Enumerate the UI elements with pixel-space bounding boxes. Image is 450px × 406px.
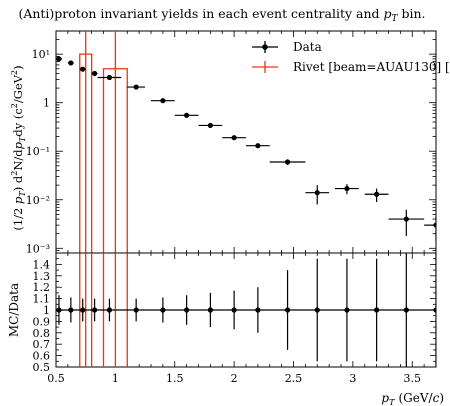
ratio-data-point	[284, 307, 291, 313]
data-point	[68, 60, 74, 66]
ratio-y-tick-label: 1	[43, 304, 50, 317]
main-plot-area	[56, 31, 436, 253]
ratio-y-tick-label: 0.8	[33, 327, 51, 340]
ratio-y-tick-label: 0.5	[33, 361, 51, 374]
x-tick-label: 3	[349, 372, 356, 385]
data-point	[184, 112, 190, 118]
legend-item-data: Data	[252, 40, 322, 54]
data-point	[403, 216, 409, 222]
x-tick-label: 2	[231, 372, 238, 385]
main-panel: 10¹ 1 10⁻¹ 10⁻² 10⁻³	[26, 30, 437, 255]
x-tick-label: 1.5	[166, 372, 184, 385]
ratio-data-point	[106, 307, 113, 313]
ratio-y-axis-label: MC/Data	[7, 283, 21, 337]
y-tick-label: 10⁻¹	[26, 145, 50, 158]
x-tick-label: 2.5	[285, 372, 303, 385]
ratio-data-point	[433, 307, 436, 313]
ratio-y-tick-label: 1.3	[33, 270, 51, 283]
x-tick-label: 1	[112, 372, 119, 385]
ratio-data-point	[403, 307, 409, 313]
ratio-data-point	[314, 307, 320, 313]
ratio-data-point	[91, 307, 98, 313]
data-point	[106, 74, 113, 81]
ratio-y-tick-label: 1.2	[33, 281, 51, 294]
ratio-data-point	[231, 307, 237, 313]
ratio-data-point	[56, 307, 62, 313]
y-tick-label: 10¹	[32, 48, 50, 61]
data-point	[56, 56, 62, 62]
data-point	[284, 159, 291, 165]
ratio-data-point	[207, 307, 213, 313]
ratio-data-point	[133, 307, 139, 313]
legend-item-rivet: Rivet [beam=AUAU130] [c	[252, 60, 450, 74]
ratio-y-tick-label: 0.7	[33, 338, 51, 351]
x-axis-label: pT (GeV/c)	[381, 391, 444, 406]
data-point	[433, 222, 436, 228]
ratio-data-point	[184, 307, 190, 313]
ratio-y-tick-label: 1.1	[33, 293, 51, 306]
y-tick-label: 1	[43, 97, 50, 110]
data-point	[80, 66, 86, 72]
rivet-ratio-bar	[79, 253, 93, 367]
chart-title: (Anti)proton invariant yields in each ev…	[18, 6, 425, 24]
x-tick-label: 3.5	[404, 372, 422, 385]
legend: Data Rivet [beam=AUAU130] [c	[252, 40, 450, 74]
data-point	[255, 143, 261, 149]
ratio-data-point	[374, 307, 380, 313]
ratio-plot-area	[56, 253, 436, 367]
ratio-data-point	[160, 307, 166, 313]
ratio-y-tick-label: 1.4	[33, 258, 51, 271]
data-point	[207, 122, 213, 129]
main-y-axis-label: (1/2 pT) d2N/dpTdy (c2/GeV2)	[10, 65, 27, 230]
ratio-y-tick-label: 0.9	[33, 315, 51, 328]
data-point	[374, 191, 380, 197]
data-point	[133, 84, 139, 90]
data-point	[231, 135, 237, 141]
ratio-data-point	[68, 307, 74, 313]
ratio-data-point	[80, 307, 86, 313]
x-tick-label: 0.5	[47, 372, 65, 385]
data-point	[314, 190, 320, 196]
ratio-data-point	[344, 307, 350, 313]
legend-label-rivet: Rivet [beam=AUAU130] [c	[293, 60, 450, 74]
data-point	[160, 98, 166, 104]
rivet-ratio-bar	[102, 253, 128, 367]
y-tick-label: 10⁻³	[26, 242, 50, 255]
data-point	[344, 185, 350, 192]
ratio-y-tick-label: 0.6	[33, 350, 51, 363]
ratio-data-point	[255, 307, 261, 313]
legend-label-data: Data	[293, 40, 322, 54]
data-point	[91, 70, 98, 77]
y-tick-label: 10⁻²	[26, 194, 50, 207]
ratio-panel: 0.5 1 1.5 2 2.5 3 3.50.50.60.70.80.911.11.21.3…	[33, 252, 437, 385]
